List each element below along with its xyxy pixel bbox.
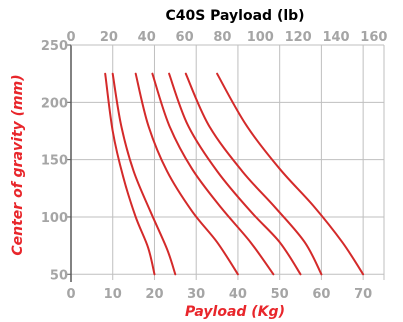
series-line-4: [151, 72, 275, 276]
series-lines: [104, 72, 365, 276]
chart-title: C40S Payload (lb): [165, 8, 304, 24]
series-line-6: [184, 72, 323, 276]
series-line-7: [216, 72, 365, 276]
y-tick-label-1: 100: [41, 211, 68, 226]
x-tick-label-7: 70: [354, 287, 372, 302]
x2-tick-label-5: 100: [247, 30, 274, 45]
series-line-5: [168, 72, 302, 276]
y-tick-label-4: 250: [41, 39, 68, 54]
x2-tick-label-6: 120: [285, 30, 312, 45]
x2-tick-label-8: 160: [360, 30, 387, 45]
grid-lines: [71, 44, 384, 280]
x2-tick-label-7: 140: [322, 30, 349, 45]
x2-tick-label-0: 0: [66, 30, 75, 45]
x2-tick-label-3: 60: [176, 30, 194, 45]
x-tick-label-2: 20: [145, 287, 163, 302]
x-tick-label-5: 50: [271, 287, 289, 302]
x-tick-label-4: 40: [229, 287, 247, 302]
y-tick-label-3: 200: [41, 96, 68, 111]
series-line-1: [104, 72, 156, 276]
x-tick-label-3: 30: [187, 287, 205, 302]
series-line-2: [111, 72, 177, 276]
x2-tick-label-1: 20: [100, 30, 118, 45]
x-tick-label-0: 0: [66, 287, 75, 302]
x-axis-title: Payload (Kg): [185, 304, 285, 320]
x2-tick-label-4: 80: [213, 30, 231, 45]
y-tick-label-0: 50: [50, 268, 68, 283]
x2-tick-label-2: 40: [138, 30, 156, 45]
y-tick-label-2: 150: [41, 154, 68, 169]
x-tick-label-6: 60: [312, 287, 330, 302]
series-line-3: [134, 72, 239, 276]
x-tick-label-1: 10: [104, 287, 122, 302]
y-axis-title: Center of gravity (mm): [10, 74, 26, 255]
axes: [67, 44, 385, 282]
